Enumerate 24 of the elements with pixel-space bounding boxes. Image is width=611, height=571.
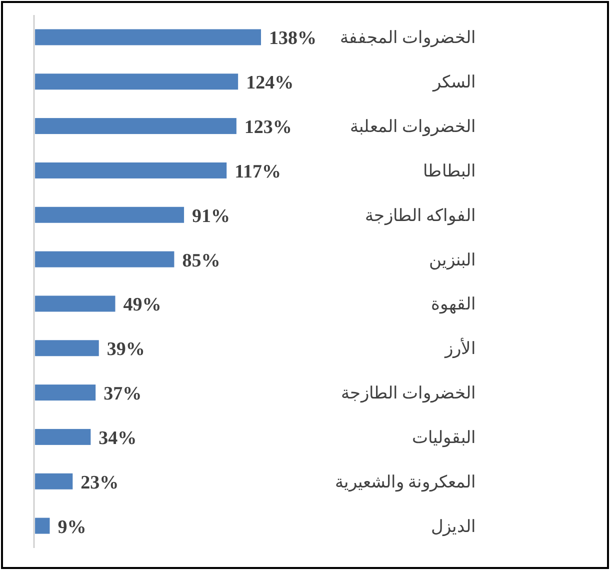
data-label: 138% [269,28,316,50]
y-tick-label: البطاطا [423,161,476,180]
data-label: 123% [244,117,292,138]
y-tick-label: الفواكه الطازجة [364,206,476,226]
y-tick-label: الخضروات المجففة [340,28,476,48]
y-tick-label: البنزين [429,250,476,270]
data-label: 23% [80,472,119,494]
data-label: 124% [246,72,294,94]
data-label: 9% [58,516,86,538]
y-tick-label: الديزل [431,516,476,537]
y-tick-label: المعكرونة والشعيرية [334,472,476,492]
data-label: 85% [182,250,220,272]
data-label: 91% [192,206,230,227]
y-tick-label: السكر [432,72,476,93]
y-tick-label: الخضروات الطازجة [340,384,476,404]
data-label: 37% [104,384,142,405]
y-tick-label: الأرز [444,338,476,360]
data-label: 117% [234,161,282,182]
data-label: 39% [106,339,145,360]
data-label: 34% [98,428,137,449]
y-tick-label: البقوليات [412,428,476,448]
data-label: 49% [123,294,162,316]
y-tick-label: الخضروات المعلبة [350,117,476,138]
y-tick-label: القهوة [431,294,476,315]
